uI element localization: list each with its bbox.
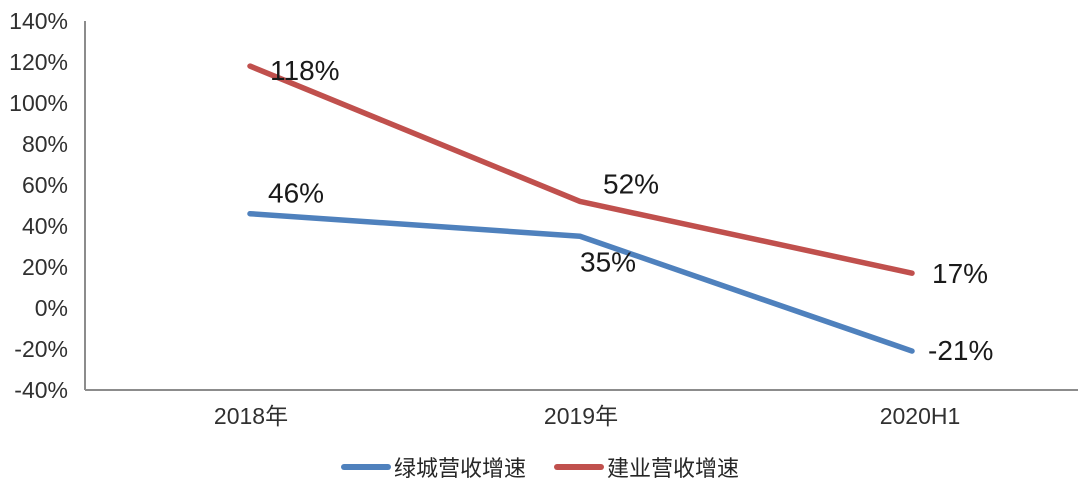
x-tick-label: 2018年 [214,403,288,429]
data-label: 35% [580,246,636,277]
y-tick-label: -20% [14,336,68,362]
legend: 绿城营收增速 建业营收增速 [0,451,1080,483]
data-label: 17% [932,258,988,289]
y-tick-label: 140% [9,8,68,34]
y-tick-label: 20% [22,254,68,280]
data-label: 118% [270,55,340,86]
data-label: 52% [603,168,659,199]
y-tick-label: 40% [22,213,68,239]
legend-item-jianye: 建业营收增速 [554,451,739,483]
legend-item-greentown: 绿城营收增速 [340,451,526,483]
y-tick-label: -40% [14,377,68,403]
series-line-0 [247,210,915,354]
y-tick-label: 60% [22,172,68,198]
series-line-1 [247,63,915,276]
x-tick-label: 2020H1 [880,403,961,429]
data-label: 46% [268,178,324,209]
legend-label-jianye: 建业营收增速 [607,456,740,481]
legend-label-greentown: 绿城营收增速 [393,456,526,481]
y-tick-label: 80% [22,131,68,157]
x-tick-label: 2019年 [544,403,618,429]
y-tick-label: 100% [9,90,68,116]
legend-line-swatch-blue [340,464,391,470]
y-tick-label: 0% [35,295,68,321]
legend-line-swatch-red [554,464,604,470]
y-tick-label: 120% [9,49,68,75]
data-label: -21% [928,335,993,366]
